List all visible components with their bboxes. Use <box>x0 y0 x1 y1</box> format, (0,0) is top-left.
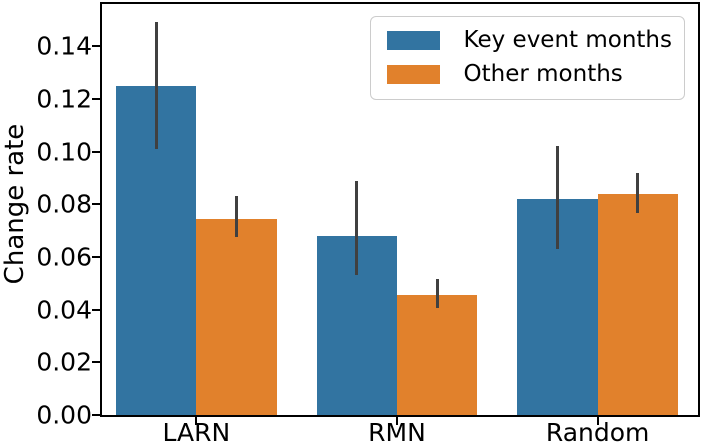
bar-other-months-rmn <box>396 295 478 415</box>
y-tick-label: 0.08 <box>36 189 92 219</box>
legend-swatch-key-event-months <box>386 30 440 50</box>
y-tick-label: 0.14 <box>36 31 92 61</box>
y-tick-label: 0.02 <box>36 347 92 377</box>
legend: Key event months Other months <box>369 16 685 100</box>
x-tick-label-random: Random <box>545 418 650 443</box>
legend-label-key-event-months: Key event months <box>463 27 672 53</box>
y-tick <box>92 361 100 364</box>
y-tick <box>92 255 100 258</box>
x-tick <box>395 417 398 425</box>
y-tick <box>92 97 100 100</box>
errorbar-other-months-random <box>636 172 640 214</box>
legend-label-other-months: Other months <box>463 61 623 87</box>
y-tick <box>92 203 100 206</box>
errorbar-key-event-months-random <box>556 146 560 250</box>
y-tick <box>92 414 100 416</box>
y-tick-label: 0.10 <box>36 137 92 167</box>
plot-inner <box>102 4 698 415</box>
bar-other-months-larn <box>196 218 277 415</box>
errorbar-other-months-larn <box>234 196 238 238</box>
x-tick-label-larn: LARN <box>162 418 231 443</box>
x-tick <box>596 417 599 425</box>
errorbar-other-months-rmn <box>435 279 439 309</box>
y-tick <box>92 308 100 311</box>
x-tick <box>195 417 198 425</box>
bar-other-months-random <box>597 193 678 415</box>
errorbar-key-event-months-rmn <box>355 180 359 276</box>
y-tick-label: 0.06 <box>36 242 92 272</box>
legend-item-key-event-months: Key event months <box>386 27 672 53</box>
plot-area: Key event months Other months <box>100 2 700 417</box>
y-tick <box>92 45 100 48</box>
y-tick-label: 0.00 <box>36 400 92 430</box>
y-tick-label: 0.12 <box>36 84 92 114</box>
errorbar-key-event-months-larn <box>154 22 158 149</box>
y-tick-label: 0.04 <box>36 295 92 325</box>
y-tick <box>92 150 100 153</box>
x-tick-label-rmn: RMN <box>368 418 426 443</box>
legend-swatch-other-months <box>386 64 440 84</box>
legend-item-other-months: Other months <box>386 61 672 87</box>
